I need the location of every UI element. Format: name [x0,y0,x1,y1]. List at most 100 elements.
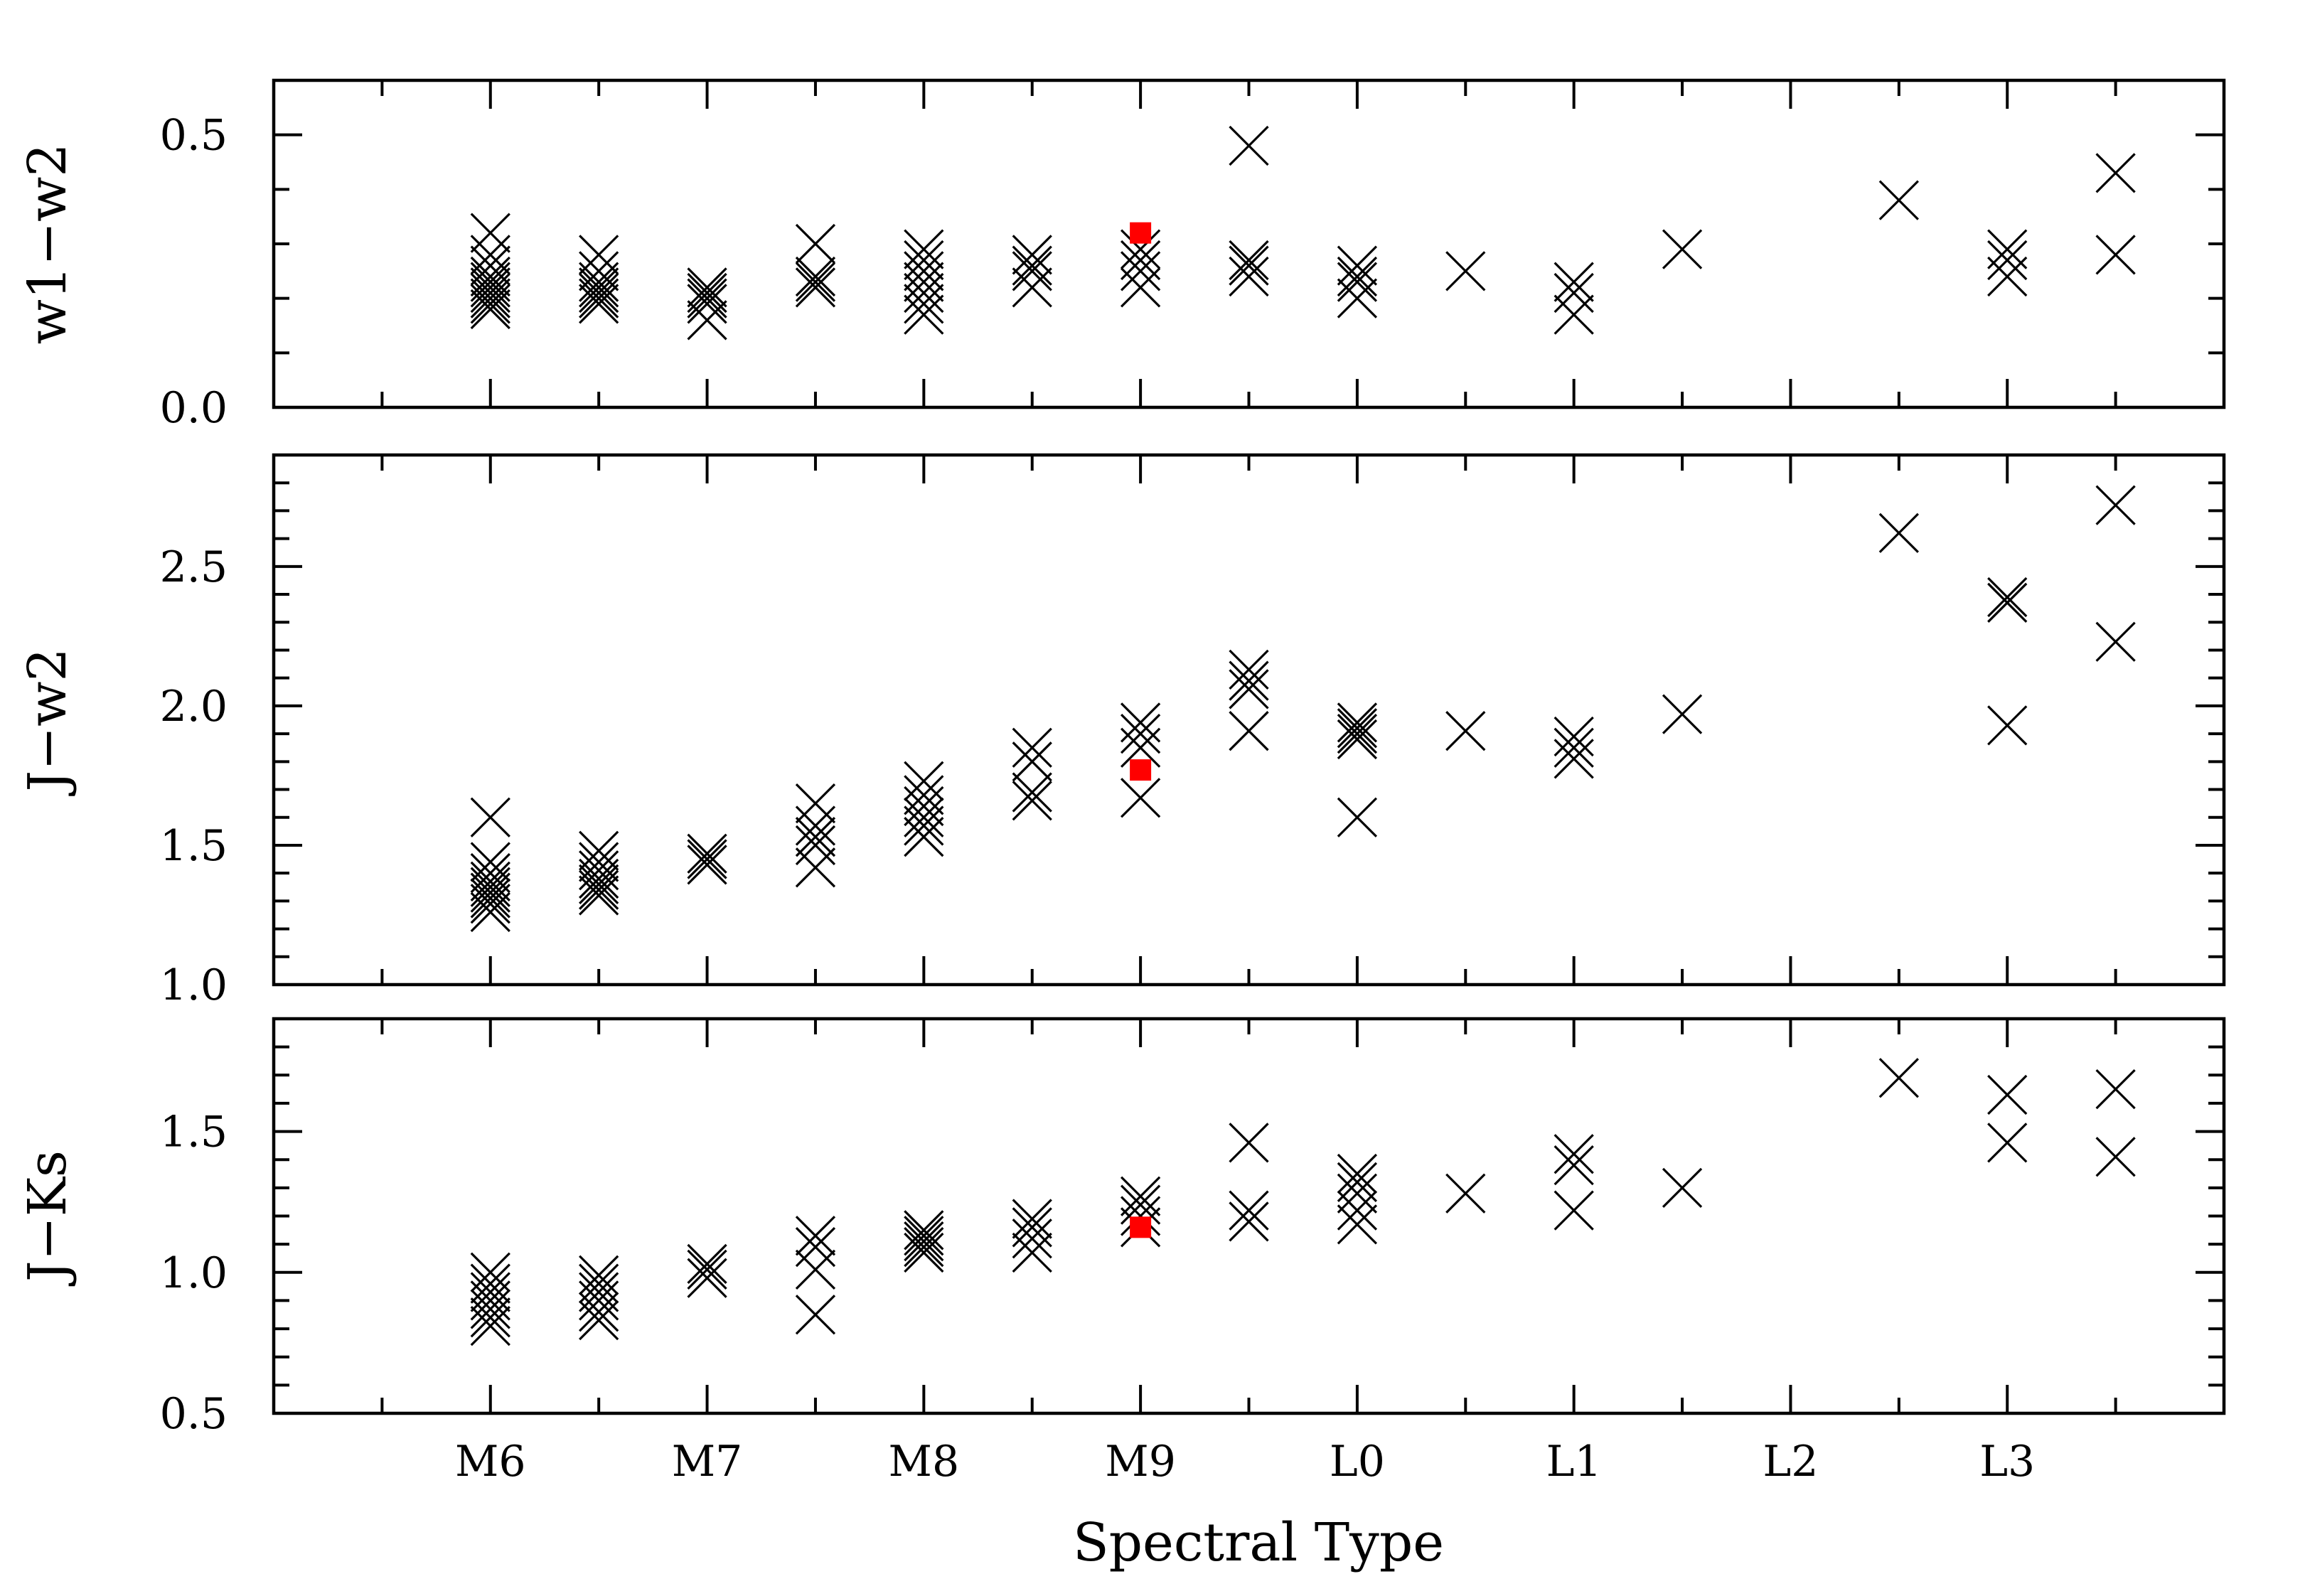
data-point [1012,772,1052,813]
data-point [1012,267,1052,308]
data-point [1229,1201,1269,1242]
data-point [795,267,836,308]
data-point [1229,240,1269,281]
data-point [1554,294,1594,335]
data-point [470,884,510,924]
data-point [1012,1199,1052,1239]
data-point [1662,229,1703,269]
data-point [470,842,510,882]
data-point [579,235,619,275]
data-point [1229,125,1269,166]
data-point [1120,240,1161,281]
data-point [904,797,944,837]
data-point [1337,1153,1378,1194]
data-point [904,262,944,302]
data-point [1337,702,1378,743]
data-point [1337,1162,1378,1203]
data-point [795,1226,836,1268]
data-point [687,284,727,324]
data-point [1987,256,2028,297]
data-point [1012,245,1052,286]
panel-frame [272,1017,2226,1415]
highlight-point [1130,1216,1152,1238]
y-tick-label: 1.5 [160,1108,228,1157]
data-point [579,1300,619,1341]
data-point [2095,1137,2136,1177]
data-point [687,839,727,879]
data-point [470,272,510,314]
data-point [579,869,619,910]
panels-group: 0.0 0.5 w1−w2 1.0 1.5 2.0 2.5 J−w2 0.5 1.0 1.5 J−Ks… [17,78,2226,1487]
data-point [904,284,944,324]
data-point [1120,1184,1161,1225]
data-point [1012,251,1052,291]
data-point [579,251,619,291]
data-point [470,235,510,275]
data-point [1337,713,1378,754]
data-point [579,278,619,318]
data-point [470,1252,510,1292]
data-point [1229,245,1269,286]
data-point [579,842,619,882]
data-point [795,1216,836,1256]
data-point [1554,739,1594,779]
y-tick-label: 0.0 [160,383,228,433]
data-point [1554,727,1594,768]
data-point [1229,660,1269,701]
data-point [2095,621,2136,662]
data-point [687,300,727,341]
data-point [904,775,944,815]
data-point [1120,267,1161,308]
data-point [1120,229,1161,269]
x-tick-label: L3 [1979,1437,2035,1487]
data-point [579,1292,619,1332]
y-tick-label: 0.5 [160,1389,228,1439]
data-point [579,1272,619,1312]
data-point [470,267,510,308]
data-point [579,284,619,324]
data-point [1120,727,1161,768]
data-point [2095,1069,2136,1110]
data-point [1337,708,1378,749]
data-point [1337,262,1378,302]
data-point [579,267,619,308]
data-point [904,1210,944,1250]
data-point [904,1232,944,1273]
data-point [579,1280,619,1321]
data-point [1987,577,2028,618]
y-tick-label: 1.5 [160,821,228,871]
data-point [470,245,510,286]
data-point [904,817,944,857]
data-point [687,845,727,885]
data-point [1987,240,2028,281]
data-point [470,284,510,324]
data-point [1012,781,1052,821]
y-tick-label: 1.0 [160,1248,228,1298]
panel-3: 0.5 1.0 1.5 J−Ks M6 M7 M8 M9 L0 L1 L2 L3 [17,1017,2226,1487]
data-point [1337,278,1378,318]
data-point [470,872,510,913]
data-point [904,1221,944,1262]
data-point [470,861,510,902]
x-tick-label: L2 [1763,1437,1818,1487]
data-point [579,875,619,916]
data-point [1987,582,2028,623]
x-tick-label: M8 [889,1437,960,1487]
data-point [1337,1204,1378,1245]
data-point [1337,1173,1378,1214]
panel-frame [272,453,2226,987]
panel-frame [272,78,2226,409]
data-point [470,289,510,330]
data-point [1337,719,1378,760]
data-point [1120,251,1161,291]
data-point [470,262,510,302]
x-tick-label: M6 [455,1437,526,1487]
data-point [1229,711,1269,751]
x-tick-label: M7 [672,1437,743,1487]
data-point [1120,713,1161,754]
data-point [1229,669,1269,709]
data-point [2095,485,2136,525]
highlight-point [1130,759,1152,781]
data-point [795,262,836,302]
data-point [1662,1167,1703,1208]
